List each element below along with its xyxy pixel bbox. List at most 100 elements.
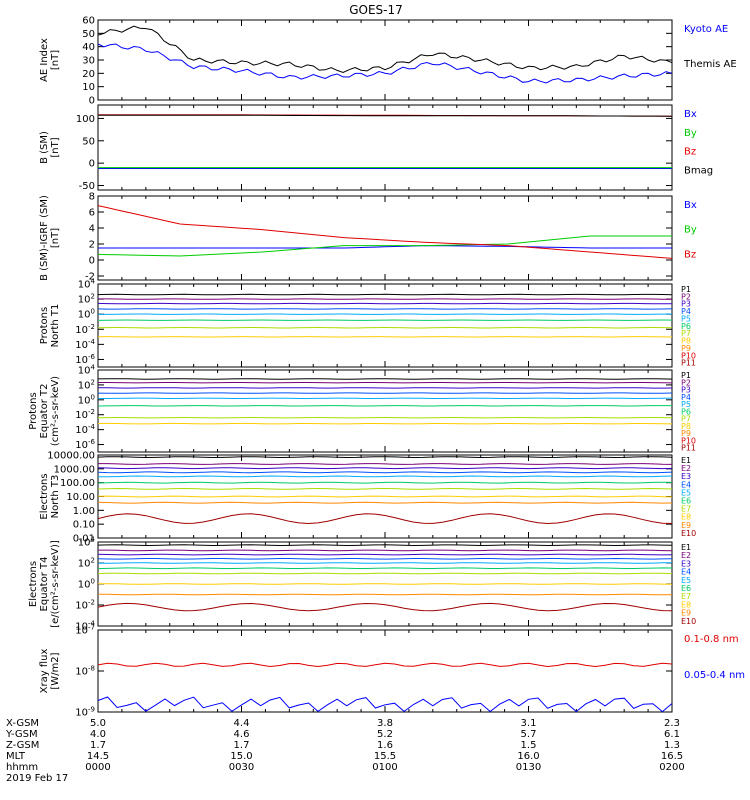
legend-e2: E2: [681, 464, 691, 473]
series-line-p8: [97, 422, 673, 425]
axis-row-value: 4.0: [90, 729, 106, 740]
axis-row-value: 6.1: [664, 729, 680, 740]
y-tick-label: 50: [82, 136, 95, 147]
y-tick-label: 30: [82, 56, 95, 67]
legend-e10: E10: [681, 617, 696, 626]
legend-bz: Bz: [684, 249, 696, 260]
y-tick-label: 1.00: [73, 506, 95, 517]
legend-p9: P9: [681, 344, 691, 353]
y-tick-label: 10-2: [75, 323, 95, 336]
legend-by: By: [684, 128, 697, 139]
axis-row-label: Z-GSM: [6, 740, 39, 751]
panel-frame: [97, 104, 673, 191]
panel-frame: [97, 195, 673, 281]
date-label: 2019 Feb 17: [6, 773, 68, 784]
legend-p7: P7: [681, 415, 691, 424]
series-line-e7: [97, 487, 673, 490]
axis-row-value: 5.2: [377, 729, 393, 740]
axis-row-value: 3.1: [521, 718, 537, 729]
legend-e2: E2: [681, 551, 691, 560]
legend-p5: P5: [681, 314, 691, 323]
axis-row-value: 5.7: [521, 729, 537, 740]
y-tick-label: 1000.00: [54, 464, 95, 475]
legend-e9: E9: [681, 609, 691, 618]
legend-e1: E1: [681, 456, 691, 465]
axis-row-value: 0030: [229, 762, 254, 773]
y-tick-label: 100: [78, 578, 95, 591]
panel-bigrf: -2 0 2 4 6 8 B (SM)-IGRF (SM) [nT] Bx By Bz: [39, 192, 697, 283]
y-axis-label: Electrons: [39, 473, 50, 519]
series-line-e2: [98, 463, 673, 465]
y-axis-label: Equator T4: [39, 557, 50, 612]
y-tick-label: 6: [89, 208, 95, 219]
axis-row-value: 14.5: [87, 751, 109, 762]
legend-e5: E5: [681, 488, 691, 497]
legend-bx: Bx: [684, 200, 697, 211]
series-line-e6: [97, 567, 673, 570]
y-tick-label: 10-4: [75, 423, 95, 436]
axis-row-value: 4.4: [234, 718, 250, 729]
series-line-e1: [97, 544, 673, 547]
series-line-bmag: [98, 114, 673, 117]
legend-p11: P11: [681, 359, 696, 368]
axis-row-value: 0130: [516, 762, 541, 773]
y-tick-label: 10000.00: [47, 451, 95, 462]
legend-p2: P2: [681, 378, 691, 387]
legend-e8: E8: [681, 513, 691, 522]
y-tick-label: 100: [76, 114, 95, 125]
y-axis-label: [nT]: [50, 50, 61, 70]
series-line-e4: [97, 471, 673, 474]
axis-row-value: 1.7: [90, 740, 106, 751]
y-axis-label: [W/m2]: [50, 652, 61, 689]
series-line-e10: [97, 513, 673, 525]
y-tick-label: 104: [78, 536, 96, 549]
legend-p10: P10: [681, 351, 696, 360]
axis-row-value: 1.6: [377, 740, 393, 751]
chart-title: GOES-17: [349, 3, 403, 17]
legend-p3: P3: [681, 300, 691, 309]
legend-p11: P11: [681, 444, 696, 453]
series-line-e9: [97, 593, 673, 596]
legend-e9: E9: [681, 521, 691, 530]
y-tick-label: 10-9: [75, 706, 95, 719]
legend-e10: E10: [681, 529, 696, 538]
legend-p4: P4: [681, 307, 691, 316]
y-axis-label: Electrons: [28, 561, 39, 607]
y-tick-label: 0: [89, 159, 95, 170]
axis-row-value: 15.0: [230, 751, 252, 762]
legend-by: By: [684, 225, 697, 236]
y-tick-label: 10-2: [75, 408, 95, 421]
y-tick-label: 40: [82, 42, 95, 53]
legend-e3: E3: [681, 472, 691, 481]
legend-e8: E8: [681, 600, 691, 609]
y-tick-label: 10-2: [75, 599, 95, 612]
panel-xray: 10-7 10-8 10-9 Xray flux [W/m2] 0.1-0.8 nm 0.0…: [39, 624, 745, 719]
axis-row-label: hhmm: [6, 762, 38, 773]
y-axis-label: Equator T2: [39, 384, 50, 439]
legend-p1: P1: [681, 285, 691, 294]
y-tick-label: -50: [79, 181, 95, 192]
legend-p8: P8: [681, 422, 691, 431]
y-tick-label: 2: [89, 240, 95, 251]
y-axis-label: [e/(cm²-s-sr-keV)]: [50, 540, 61, 628]
legend-0-05-0-4-nm: 0.05-0.4 nm: [684, 670, 745, 681]
axis-row-label: X-GSM: [6, 718, 39, 729]
y-tick-label: 60: [82, 16, 95, 27]
legend-e7: E7: [681, 592, 691, 601]
y-tick-label: 4: [89, 224, 95, 235]
series-line-e4: [97, 557, 673, 560]
legend-e5: E5: [681, 576, 691, 585]
axis-row-value: 1.5: [521, 740, 537, 751]
y-axis-label: B (SM): [39, 131, 50, 164]
legend-e6: E6: [681, 584, 691, 593]
series-line-p7: [97, 326, 673, 329]
y-tick-label: 100: [78, 393, 95, 406]
y-tick-label: 10: [82, 82, 95, 93]
y-axis-label: (cm²-s-sr-keV): [50, 376, 61, 446]
axis-row-value: 3.8: [377, 718, 393, 729]
axis-row-label: Y-GSM: [5, 729, 38, 740]
series-line-e3: [97, 467, 673, 470]
series-line-e2: [98, 549, 673, 552]
